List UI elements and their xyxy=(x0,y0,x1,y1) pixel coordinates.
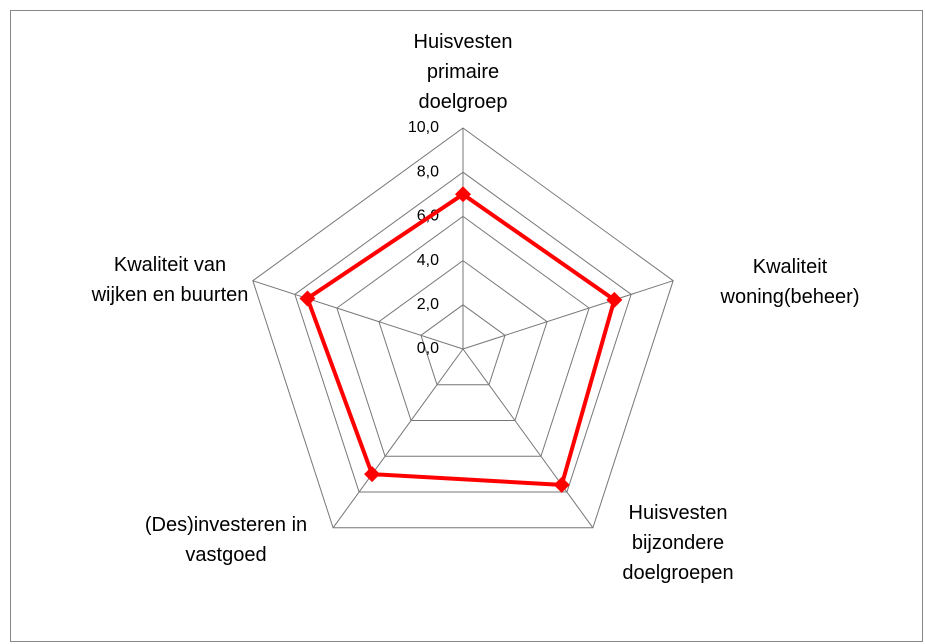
series-line xyxy=(305,191,617,487)
category-label: Huisvesten primaire doelgroep xyxy=(413,31,513,113)
spoke xyxy=(252,280,464,350)
data-marker xyxy=(553,476,570,493)
grid-ring xyxy=(336,215,590,457)
category-label: Huisvesten bijzondere doelgroepen xyxy=(622,502,734,584)
grid-ring xyxy=(420,304,506,386)
category-label: (Des)investeren in vastgoed xyxy=(144,514,308,566)
spoke xyxy=(332,348,464,529)
grid-ring xyxy=(378,259,548,422)
chart-border xyxy=(10,10,923,642)
spoke xyxy=(462,348,594,529)
spoke xyxy=(462,280,674,350)
grid-ring xyxy=(294,171,632,493)
data-marker xyxy=(364,466,381,483)
axis-tick-label: 4,0 xyxy=(417,252,439,269)
axis-tick-label: 0,0 xyxy=(417,340,439,357)
data-marker xyxy=(299,290,316,307)
category-label: Kwaliteit van wijken en buurten xyxy=(91,254,249,306)
data-marker xyxy=(455,186,471,203)
grid-ring xyxy=(252,127,674,529)
category-label: Kwaliteit woning(beheer) xyxy=(720,256,860,308)
data-marker xyxy=(606,291,623,308)
axis-tick-label: 8,0 xyxy=(417,163,439,180)
axis-tick-label: 2,0 xyxy=(417,296,439,313)
axis-tick-label: 10,0 xyxy=(408,119,439,136)
